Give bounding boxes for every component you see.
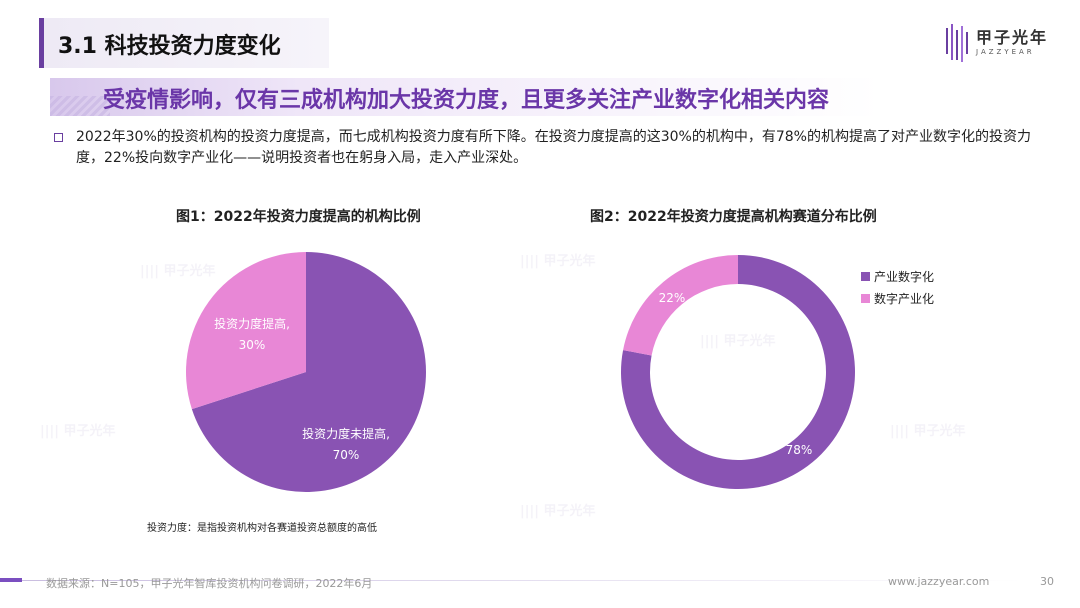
subtitle-banner bbox=[50, 78, 880, 116]
pie-slice-not-increased bbox=[191, 252, 426, 492]
banner-stripes bbox=[50, 96, 110, 116]
chart2-donut: 78% 22% bbox=[621, 255, 855, 489]
donut-label-78: 78% bbox=[786, 443, 813, 457]
bullet-square-icon bbox=[54, 133, 63, 142]
watermark: |||| 甲子光年 bbox=[890, 424, 966, 439]
chart1-title: 图1：2022年投资力度提高的机构比例 bbox=[176, 209, 421, 225]
footnote: 投资力度：是指投资机构对各赛道投资总额度的高低 bbox=[147, 523, 377, 534]
watermark: |||| 甲子光年 bbox=[700, 334, 776, 349]
page-number: 30 bbox=[1040, 575, 1054, 588]
logo-bars-icon bbox=[946, 24, 968, 62]
subtitle: 受疫情影响，仅有三成机构加大投资力度，且更多关注产业数字化相关内容 bbox=[103, 88, 830, 113]
summary-paragraph: 2022年30%的投资机构的投资力度提高，而七成机构投资力度有所下降。在投资力度… bbox=[76, 129, 1031, 166]
pie-label-increased-name: 投资力度提高, bbox=[214, 316, 290, 331]
logo-text: 甲子光年 bbox=[976, 28, 1049, 47]
pie-label-not-increased-value: 70% bbox=[333, 448, 360, 462]
pie-slice-increased bbox=[186, 252, 306, 410]
chart1-pie: 投资力度提高, 30% 投资力度未提高, 70% bbox=[186, 252, 426, 492]
legend-swatch bbox=[861, 271, 870, 281]
pie-label-increased-value: 30% bbox=[239, 338, 266, 352]
legend-label: 数字产业化 bbox=[874, 291, 935, 306]
chart2-title: 图2：2022年投资力度提高机构赛道分布比例 bbox=[590, 209, 877, 225]
legend-item: 产业数字化 bbox=[861, 265, 934, 287]
watermark: |||| 甲子光年 bbox=[520, 254, 596, 269]
watermark: |||| 甲子光年 bbox=[520, 504, 596, 519]
watermark: |||| 甲子光年 bbox=[40, 424, 116, 439]
brand-logo: 甲子光年 JAZZYEAR bbox=[944, 22, 1054, 66]
page-title: 3.1 科技投资力度变化 bbox=[58, 34, 281, 59]
legend-label: 产业数字化 bbox=[874, 269, 935, 284]
pie-label-not-increased-name: 投资力度未提高, bbox=[302, 426, 390, 441]
data-source: 数据来源：N=105，甲子光年智库投资机构问卷调研，2022年6月 bbox=[46, 577, 373, 590]
footer-accent bbox=[0, 578, 22, 582]
watermark: |||| 甲子光年 bbox=[140, 264, 216, 279]
donut-slice-digital-industrialization bbox=[623, 255, 738, 356]
chart2-legend: 产业数字化 数字产业化 bbox=[861, 265, 934, 309]
legend-item: 数字产业化 bbox=[861, 287, 934, 309]
donut-label-22: 22% bbox=[659, 291, 686, 305]
website-url: www.jazzyear.com bbox=[888, 575, 990, 588]
legend-swatch bbox=[861, 293, 870, 303]
title-box: 3.1 科技投资力度变化 bbox=[39, 18, 329, 68]
footer-divider bbox=[22, 580, 1022, 581]
logo-subtext: JAZZYEAR bbox=[976, 48, 1035, 56]
